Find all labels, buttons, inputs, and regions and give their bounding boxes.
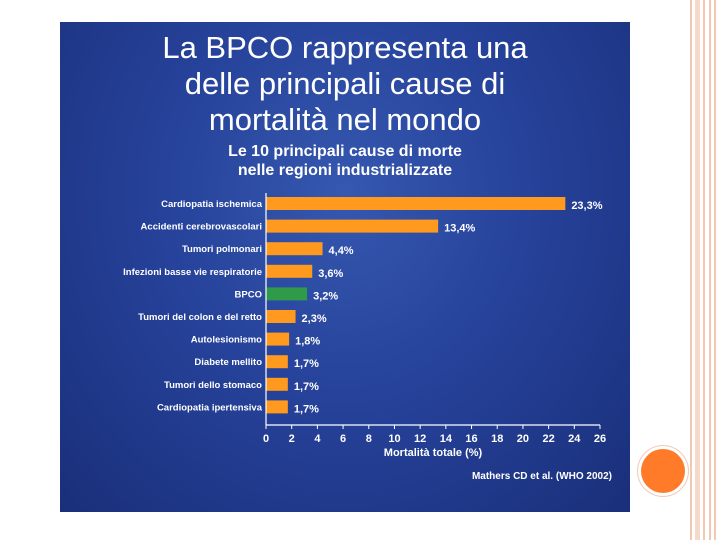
bar [266,332,290,346]
category-label: Tumori dello stomaco [164,380,262,391]
category-label: Tumori del colon e del retto [138,312,262,323]
category-label: Accidenti cerebrovascolari [141,222,262,233]
category-label: Autolesionismo [191,335,262,346]
value-label: 1,7% [294,381,319,393]
category-label: Tumori polmonari [182,244,262,255]
bar [266,400,288,414]
x-tick-label: 16 [465,433,477,445]
source-citation: Mathers CD et al. (WHO 2002) [472,471,612,482]
value-label: 1,8% [295,336,320,348]
value-label: 1,7% [294,403,319,415]
value-label: 4,4% [329,245,354,257]
x-tick-label: 18 [491,433,503,445]
x-tick-label: 14 [440,433,453,445]
subtitle-line: nelle regioni industrializzate [237,162,453,179]
category-label: BPCO [235,289,262,300]
category-label: Cardiopatia ipertensiva [157,402,263,413]
decor-circle [641,449,685,493]
x-tick-label: 4 [314,433,321,445]
bar [266,355,288,369]
bar [266,242,323,256]
bar [266,264,313,278]
x-tick-label: 0 [263,433,269,445]
title-line: mortalità nel mondo [208,102,482,137]
subtitle-line: Le 10 principali cause di morte [228,143,462,160]
bar [266,310,296,323]
x-tick-label: 22 [542,433,554,445]
value-label: 23,3% [571,200,602,212]
bar [266,197,566,210]
x-tick-label: 2 [289,433,295,445]
bar [266,287,308,301]
bar [266,377,288,391]
decor-stripe [690,0,692,540]
slide-panel [60,22,630,512]
x-tick-label: 10 [388,433,400,445]
x-tick-label: 12 [414,433,426,445]
x-tick-label: 6 [340,433,346,445]
bar [266,219,439,233]
decor-stripe [703,0,705,540]
chart-subtitle: Le 10 principali cause di morte nelle re… [60,142,630,180]
title-line: delle principali cause di [184,66,506,101]
decor-stripe [714,0,716,540]
value-label: 1,7% [294,358,319,370]
x-tick-label: 24 [568,433,581,445]
value-label: 2,3% [302,313,327,325]
decor-stripe [709,0,711,540]
category-label: Diabete mellito [194,357,262,368]
value-label: 3,2% [313,290,338,302]
title-line: La BPCO rappresenta una [162,30,528,65]
x-axis-title: Mortalità totale (%) [384,447,483,459]
category-label: Infezioni basse vie respiratorie [123,267,262,278]
x-tick-label: 26 [594,433,606,445]
value-label: 3,6% [318,268,343,280]
slide-title: La BPCO rappresenta una delle principali… [60,30,630,138]
x-tick-label: 8 [366,433,372,445]
decor-stripe [695,0,700,540]
value-label: 13,4% [444,223,475,235]
category-label: Cardiopatia ischemica [161,199,263,210]
x-tick-label: 20 [517,433,529,445]
